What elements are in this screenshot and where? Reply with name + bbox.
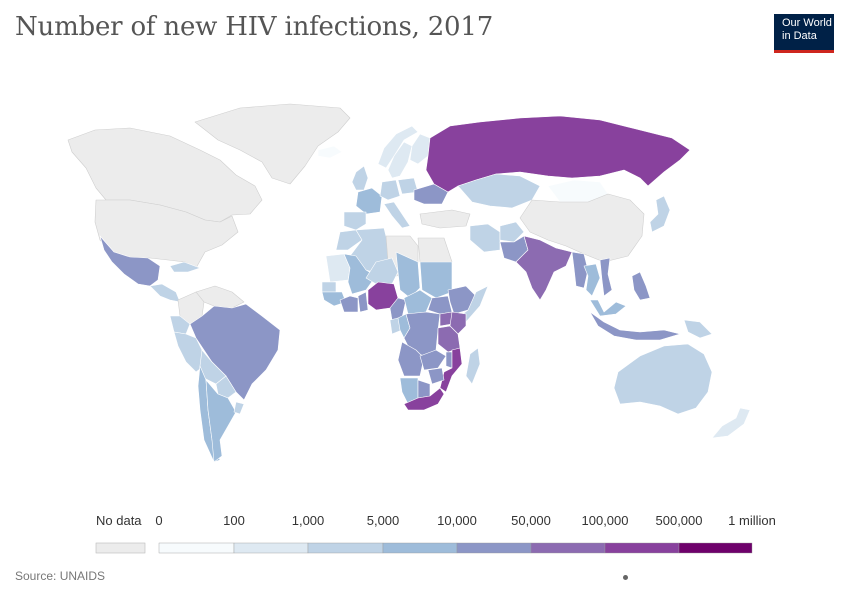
legend-tick-label: 0 [155, 513, 163, 528]
owid-logo[interactable]: Our World in Data [774, 14, 834, 53]
world-map [67, 103, 751, 463]
country-mozambique[interactable] [439, 347, 463, 393]
country-sudan[interactable] [419, 261, 453, 299]
legend-tick-label: 1 million [728, 513, 776, 528]
country-australia[interactable] [613, 343, 713, 415]
country-canada[interactable] [67, 127, 263, 223]
country-brazil[interactable] [189, 303, 281, 401]
country-morocco[interactable] [335, 229, 363, 251]
source-note: Source: UNAIDS [15, 569, 106, 583]
country-ghana[interactable] [357, 291, 369, 313]
country-afghanistan[interactable] [499, 221, 525, 243]
timeline-dot[interactable] [623, 575, 628, 580]
legend-no-data-label: No data [96, 513, 142, 528]
chart-title: Number of new HIV infections, 2017 [15, 12, 494, 42]
country-new-zealand[interactable] [711, 407, 751, 439]
country-venezuela[interactable] [195, 285, 245, 309]
country-united-kingdom[interactable] [351, 165, 369, 191]
country-italy[interactable] [383, 201, 411, 229]
logo-line-1: Our World [782, 17, 832, 29]
country-spain[interactable] [343, 211, 367, 231]
legend-tick-label: 100 [223, 513, 245, 528]
legend-bin-1[interactable] [233, 542, 309, 554]
country-russia[interactable] [425, 115, 691, 193]
country-botswana[interactable] [417, 379, 431, 399]
country-turkey[interactable] [419, 209, 471, 229]
country-paraguay[interactable] [215, 375, 237, 399]
legend-bin-3[interactable] [382, 542, 458, 554]
legend-bin-2[interactable] [307, 542, 384, 554]
legend-labels: No data 0 100 1,000 5,000 10,000 50,000 … [0, 513, 850, 533]
country-germany[interactable] [379, 179, 401, 201]
country-japan[interactable] [649, 195, 671, 233]
country-kazakhstan[interactable] [457, 173, 541, 209]
country-zambia[interactable] [419, 349, 447, 371]
country-cote-divoire[interactable] [339, 295, 359, 313]
country-egypt[interactable] [417, 237, 453, 263]
country-kenya[interactable] [449, 311, 467, 335]
legend-bin-7[interactable] [678, 542, 753, 554]
country-cuba[interactable] [169, 261, 201, 273]
legend-tick-label: 100,000 [581, 513, 629, 528]
country-senegal[interactable] [321, 281, 337, 293]
country-india[interactable] [515, 235, 573, 301]
legend-color-scale [95, 542, 753, 554]
legend-tick-label: 10,000 [437, 513, 477, 528]
country-france[interactable] [355, 187, 383, 215]
country-vietnam[interactable] [599, 257, 613, 297]
country-sweden[interactable] [387, 141, 413, 179]
country-philippines[interactable] [631, 271, 651, 301]
legend-tick-label: 5,000 [366, 513, 400, 528]
country-uruguay[interactable] [233, 401, 245, 415]
legend-tick-label: 1,000 [291, 513, 325, 528]
country-papua-new-guinea[interactable] [683, 319, 713, 339]
legend-tick-label: 500,000 [655, 513, 703, 528]
country-madagascar[interactable] [465, 347, 481, 385]
country-myanmar[interactable] [571, 251, 589, 289]
country-central-african-republic[interactable] [403, 289, 433, 315]
legend-bin-5[interactable] [530, 542, 606, 554]
country-greenland[interactable] [194, 103, 351, 185]
country-argentina[interactable] [205, 379, 237, 463]
country-malawi[interactable] [445, 351, 453, 369]
country-finland[interactable] [409, 133, 431, 165]
country-mali[interactable] [343, 253, 377, 295]
country-guatemala[interactable] [149, 283, 181, 303]
country-china[interactable] [519, 193, 645, 263]
country-iceland[interactable] [317, 145, 343, 159]
legend-bin-4[interactable] [456, 542, 532, 554]
country-malaysia[interactable] [589, 299, 627, 317]
country-south-sudan[interactable] [427, 295, 453, 315]
legend-bin-6[interactable] [604, 542, 680, 554]
country-cameroon[interactable] [389, 297, 407, 321]
legend-tick-label: 50,000 [511, 513, 551, 528]
country-zimbabwe[interactable] [427, 367, 445, 385]
legend-no-data-swatch[interactable] [95, 542, 146, 554]
country-ecuador[interactable] [169, 315, 191, 335]
country-norway[interactable] [377, 125, 419, 169]
logo-line-2: in Data [782, 30, 817, 42]
country-indonesia[interactable] [589, 311, 681, 341]
legend-bin-0[interactable] [158, 542, 235, 554]
country-south-africa[interactable] [403, 387, 445, 411]
country-iran[interactable] [469, 223, 501, 253]
country-angola[interactable] [397, 341, 425, 377]
country-guinea[interactable] [321, 291, 347, 307]
country-thailand[interactable] [583, 263, 601, 297]
country-mexico[interactable] [99, 235, 161, 287]
